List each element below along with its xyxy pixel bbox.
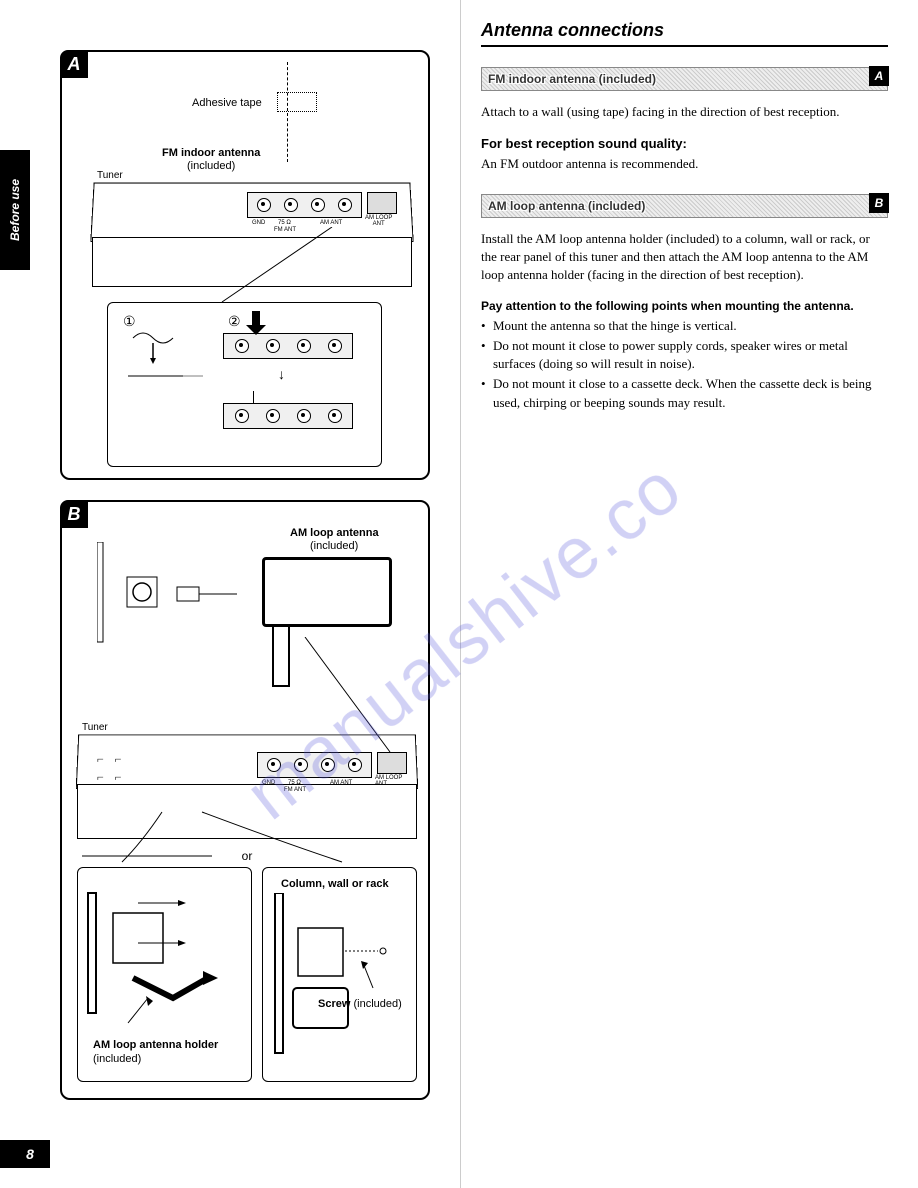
fm-antenna-sub: (included) <box>187 160 235 172</box>
am-header-text: AM loop antenna (included) <box>488 199 645 213</box>
column-label: Column, wall or rack <box>281 878 389 890</box>
arrow-down-icon: ↓ <box>278 368 285 384</box>
am-header-bar: AM loop antenna (included) B <box>481 194 888 218</box>
am-bullet-3: Do not mount it close to a cassette deck… <box>481 375 888 411</box>
fm-header-bar: FM indoor antenna (included) A <box>481 67 888 91</box>
fmant-label: FM ANT <box>274 227 296 233</box>
fm-header-text: FM indoor antenna (included) <box>488 72 656 86</box>
tuner-label-a: Tuner <box>97 170 123 181</box>
adhesive-tape-label: Adhesive tape <box>192 97 262 109</box>
arrow-down-icon <box>246 311 266 335</box>
fm-body-1: Attach to a wall (using tape) facing in … <box>481 103 888 121</box>
am-bullet-2: Do not mount it close to power supply co… <box>481 337 888 373</box>
gnd-label-b: GND <box>262 780 275 786</box>
tuner-label-b: Tuner <box>82 722 108 733</box>
am-corner-badge: B <box>869 193 889 213</box>
leader-curves-icon <box>82 802 412 872</box>
figure-b: B AM loop antenna (included) Tuner ⌐ ⌐ ⌐… <box>60 500 430 1100</box>
amant-label: AM ANT <box>320 220 342 226</box>
fmant-label-b: FM ANT <box>284 787 306 793</box>
section-title: Antenna connections <box>481 20 888 47</box>
am-body-1: Install the AM loop antenna holder (incl… <box>481 230 888 285</box>
amant-label-b: AM ANT <box>330 780 352 786</box>
left-column: A Adhesive tape FM indoor antenna (inclu… <box>0 0 460 1188</box>
amloop-label-b: AM LOOP ANT <box>375 775 402 787</box>
holder-label: AM loop antenna holder <box>93 1039 218 1051</box>
holder-mount-icon <box>78 868 253 1028</box>
figure-a-badge: A <box>60 50 88 78</box>
am-loop-label: AM loop antenna <box>290 527 379 539</box>
am-bullet-1: Mount the antenna so that the hinge is v… <box>481 317 888 335</box>
amloop-label: AM LOOP ANT <box>365 215 392 227</box>
screw-label: Screw (included) <box>318 998 402 1010</box>
fm-best-lead: For best reception sound quality: <box>481 135 888 153</box>
fm75-label-b: 75 Ω <box>288 780 301 786</box>
am-points-lead: Pay attention to the following points wh… <box>481 298 888 315</box>
fm-antenna-label: FM indoor antenna <box>162 147 260 159</box>
wire-diagram-icon <box>128 328 208 388</box>
holder-sub: (included) <box>93 1053 141 1065</box>
column-mount-icon <box>263 893 418 1063</box>
gnd-label: GND <box>252 220 265 226</box>
fm-corner-badge: A <box>869 66 889 86</box>
figure-a: A Adhesive tape FM indoor antenna (inclu… <box>60 50 430 480</box>
figure-b-badge: B <box>60 500 88 528</box>
right-column: Antenna connections FM indoor antenna (i… <box>460 0 918 1188</box>
step2-label: ② <box>228 313 241 330</box>
am-loop-sub: (included) <box>310 540 358 552</box>
fm75-label: 75 Ω <box>278 220 291 226</box>
am-bullets: Mount the antenna so that the hinge is v… <box>481 317 888 412</box>
wall-mount-icon <box>97 542 257 662</box>
fm-body-2: An FM outdoor antenna is recommended. <box>481 155 888 173</box>
